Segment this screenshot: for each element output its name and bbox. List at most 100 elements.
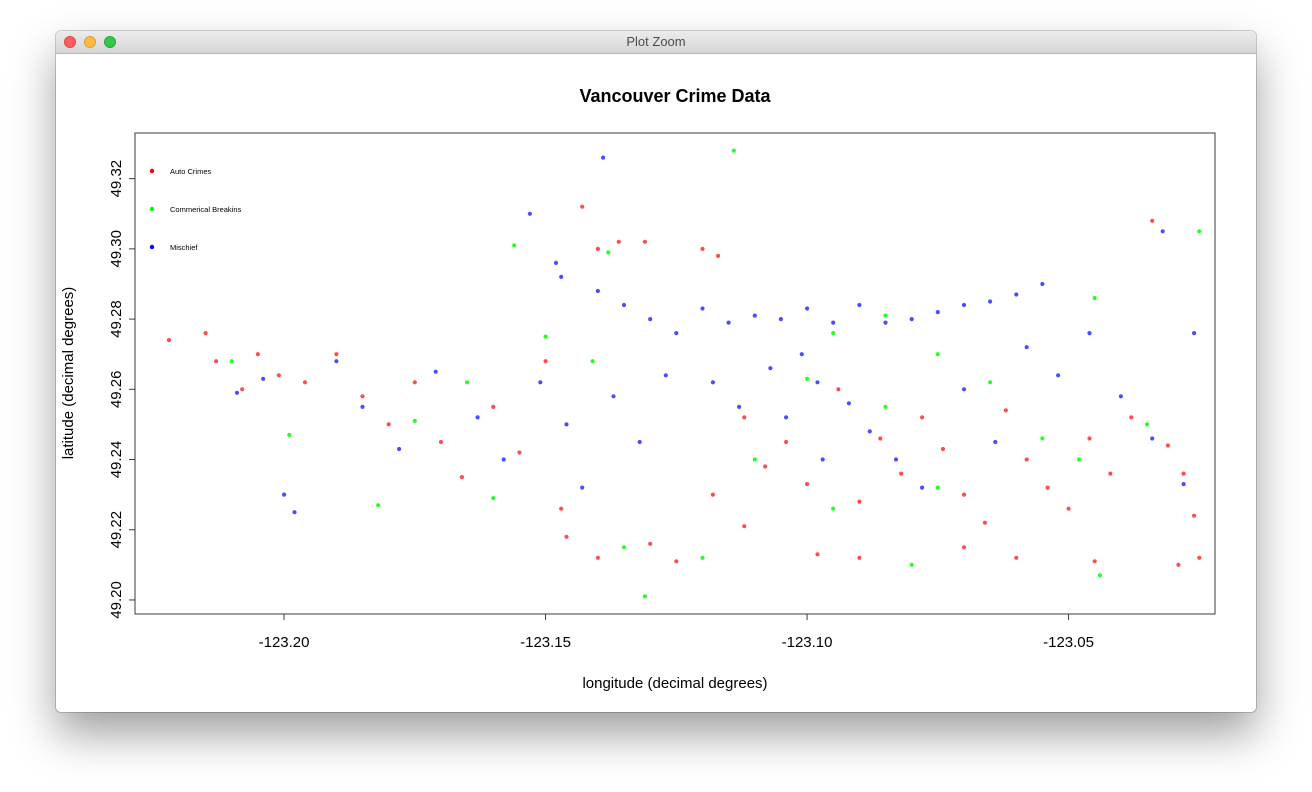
auto-crime-point: [276, 373, 281, 378]
auto-crime-point: [564, 534, 569, 539]
auto-crime-point: [940, 446, 946, 452]
auto-crime-point: [334, 352, 339, 357]
auto-crime-point: [302, 380, 308, 385]
legend-marker-commercial-breakins: [149, 206, 155, 212]
commercial-breakin-point: [883, 404, 888, 409]
auto-crime-point: [1003, 408, 1008, 413]
title-bar[interactable]: Plot Zoom: [56, 31, 1256, 54]
auto-crime-point: [1129, 415, 1134, 420]
mischief-point: [1192, 331, 1197, 336]
auto-crime-point: [1108, 471, 1113, 476]
y-tick-label: 49.26: [108, 371, 125, 409]
auto-crime-point: [616, 239, 621, 244]
mischief-point: [595, 288, 601, 294]
auto-crime-point: [763, 464, 768, 469]
auto-crime-point: [674, 559, 679, 564]
mischief-point: [846, 401, 852, 406]
minimize-window-button[interactable]: [84, 36, 96, 48]
commercial-breakin-point: [1144, 422, 1150, 427]
x-axis: -123.20 -123.15 -123.10 -123.05: [259, 614, 1094, 651]
auto-crime-point: [836, 387, 841, 392]
mischief-point: [752, 313, 757, 318]
zoom-window-button[interactable]: [104, 36, 116, 48]
auto-crime-point: [1087, 436, 1092, 441]
mischief-point: [234, 390, 240, 395]
close-window-button[interactable]: [64, 36, 76, 48]
commercial-breakin-point: [412, 418, 417, 423]
commercial-breakin-point: [642, 594, 648, 599]
x-tick-label: -123.15: [520, 634, 571, 651]
auto-crime-point: [1165, 443, 1170, 448]
auto-crime-point: [899, 471, 904, 476]
mischief-point: [710, 380, 716, 385]
mischief-point: [831, 320, 836, 325]
mischief-point: [475, 415, 480, 420]
mischief-point: [893, 457, 899, 462]
mischief-point: [559, 274, 564, 279]
commercial-breakin-point: [621, 545, 627, 550]
mischief-point: [857, 302, 862, 308]
mischief-point: [1181, 482, 1186, 487]
mischief-point: [768, 366, 773, 371]
auto-crime-point: [240, 387, 245, 392]
auto-crime-point: [412, 380, 417, 385]
y-tick-label: 49.28: [108, 300, 125, 338]
mischief-point: [334, 359, 339, 364]
commercial-breakin-point: [935, 352, 940, 357]
mischief-point: [360, 404, 365, 409]
auto-crime-point: [1176, 562, 1181, 567]
commercial-breakin-point: [543, 334, 548, 339]
mischief-point: [799, 352, 804, 357]
auto-crime-point: [214, 359, 219, 364]
mischief-point: [726, 320, 731, 325]
x-tick-label: -123.10: [782, 634, 833, 651]
auto-crime-point: [716, 253, 721, 258]
mischief-point: [501, 457, 506, 462]
mischief-point: [883, 320, 888, 325]
commercial-breakin-point: [935, 485, 940, 490]
window-title: Plot Zoom: [626, 34, 686, 49]
mischief-point: [397, 446, 402, 452]
commercial-breakin-point: [831, 506, 836, 511]
auto-crime-point: [386, 422, 391, 427]
mischief-point: [282, 492, 287, 497]
x-tick-label: -123.05: [1043, 634, 1094, 651]
commercial-breakin-point: [1040, 436, 1045, 441]
legend-marker-auto-crimes: [149, 168, 155, 174]
commercial-breakin-point: [831, 331, 836, 336]
mischief-point: [737, 404, 742, 409]
y-axis: 49.20 49.22 49.24 49.26 49.28 49.30 49.32: [108, 160, 135, 619]
mischief-point: [564, 422, 569, 427]
scatter-plot: Vancouver Crime Data -123.20 -123.15 -123.…: [60, 86, 1216, 692]
plot-zoom-window: Plot Zoom Vancouver Crime Data -123.20 -1…: [56, 31, 1256, 712]
mischief-point: [961, 302, 967, 308]
legend: Auto Crimes Commerical Breakins Mischief: [149, 167, 242, 252]
auto-crime-point: [1192, 513, 1197, 518]
mischief-point: [784, 415, 789, 420]
mischief-point: [867, 429, 872, 434]
auto-crime-point: [438, 439, 444, 445]
mischief-point: [920, 485, 925, 490]
auto-crime-point: [784, 439, 789, 445]
mischief-point: [778, 317, 784, 322]
auto-crime-point: [1092, 559, 1097, 564]
legend-label-auto-crimes: Auto Crimes: [170, 167, 212, 176]
points-layer: [166, 148, 1202, 599]
auto-crime-point: [742, 415, 747, 420]
commercial-breakin-point: [229, 359, 234, 364]
legend-label-commercial-breakins: Commerical Breakins: [170, 205, 242, 214]
mischief-point: [1014, 292, 1019, 297]
mischief-point: [1040, 281, 1045, 287]
auto-crime-point: [255, 352, 260, 357]
plot-area: Vancouver Crime Data -123.20 -123.15 -123.…: [56, 54, 1256, 712]
commercial-breakin-point: [376, 503, 381, 508]
plot-frame: [134, 132, 1216, 615]
x-tick-label: -123.20: [259, 634, 310, 651]
auto-crime-point: [920, 415, 925, 420]
legend-marker-mischief: [149, 244, 155, 250]
auto-crime-point: [203, 331, 208, 336]
mischief-point: [909, 317, 914, 322]
y-tick-label: 49.32: [108, 160, 125, 198]
auto-crime-point: [648, 541, 653, 546]
mischief-point: [292, 510, 297, 515]
